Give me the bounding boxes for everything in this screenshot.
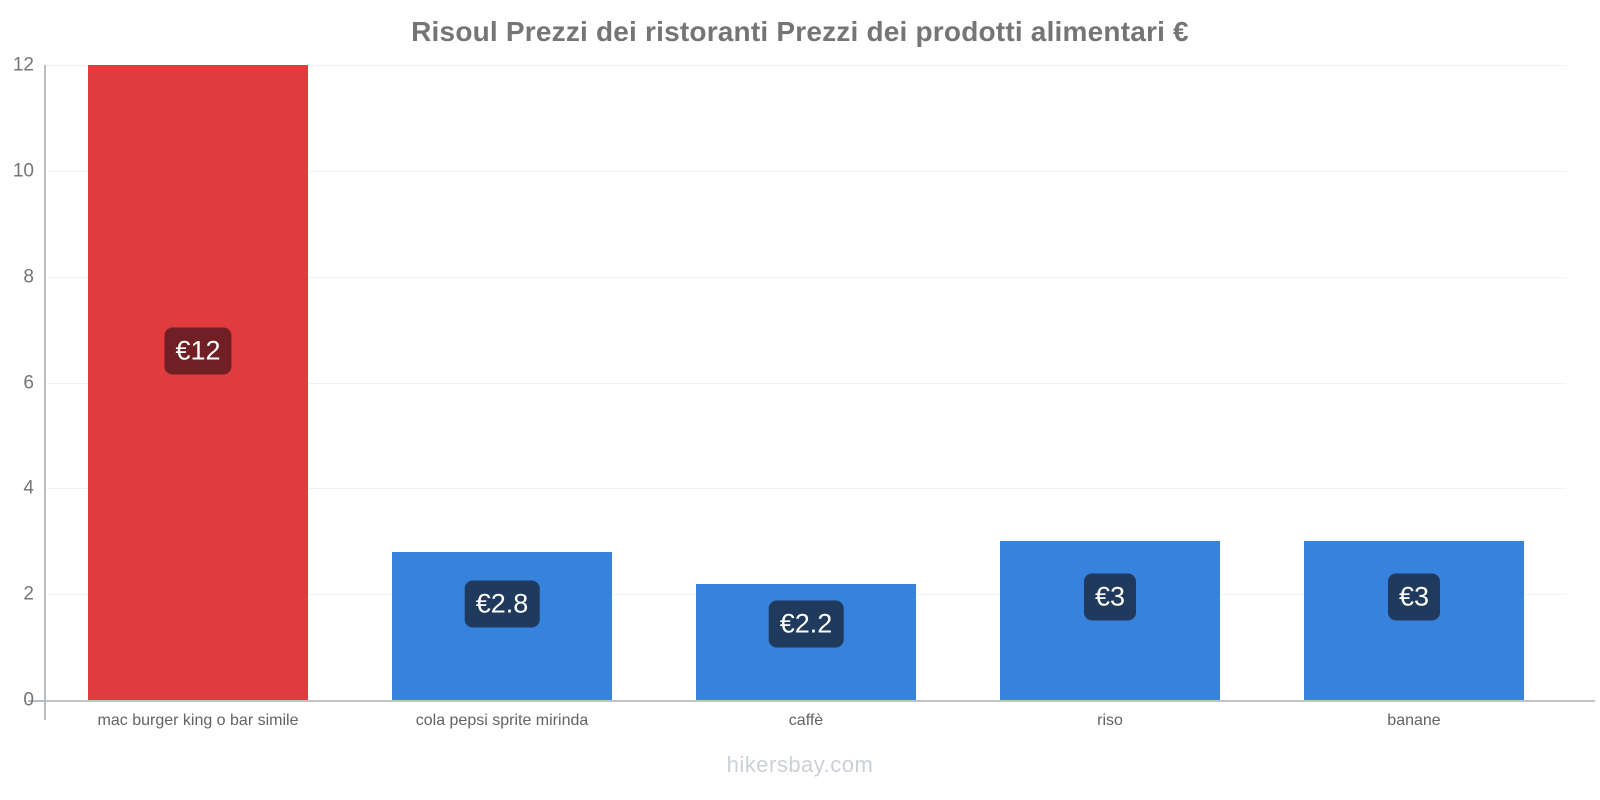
chart-title: Risoul Prezzi dei ristoranti Prezzi dei … bbox=[411, 16, 1189, 47]
bar[interactable]: €3 bbox=[1304, 541, 1524, 700]
bars-layer: €12 €2.8 €2.2 €3 €3 bbox=[46, 65, 1566, 700]
bar[interactable]: €2.2 bbox=[696, 583, 916, 700]
y-axis-tick-label: 8 bbox=[23, 266, 34, 288]
y-axis-tick-label: 2 bbox=[23, 583, 34, 605]
x-axis-label: riso bbox=[1097, 712, 1123, 729]
bar-slot: €12 bbox=[46, 65, 350, 700]
bar-value-label: €3 bbox=[1083, 573, 1137, 621]
y-axis-tick-label: 10 bbox=[12, 160, 34, 182]
bar-value-label: €2.8 bbox=[464, 580, 540, 628]
gridline bbox=[46, 488, 1566, 490]
x-axis-label: cola pepsi sprite mirinda bbox=[415, 712, 589, 729]
bar-slot: €3 bbox=[1262, 65, 1566, 700]
x-axis-label: mac burger king o bar simile bbox=[97, 712, 299, 729]
y-axis-tick-label: 0 bbox=[23, 689, 34, 711]
bar-value-label: €3 bbox=[1387, 573, 1441, 621]
x-axis-label: banane bbox=[1387, 712, 1441, 729]
bar-slot: €2.8 bbox=[350, 65, 654, 700]
gridline bbox=[46, 170, 1566, 172]
bar-slot: €2.2 bbox=[654, 65, 958, 700]
watermark-text: hikersbay.com bbox=[726, 752, 874, 777]
y-axis-zero-tick bbox=[28, 700, 46, 702]
bar-slot: €3 bbox=[958, 65, 1262, 700]
y-axis-tick-label: 12 bbox=[12, 54, 34, 76]
plot-area: 0 2 4 6 8 10 12 €12 €2.8 €2.2 €3 €3 bbox=[13, 56, 1595, 720]
bar-value-label: €12 bbox=[164, 327, 232, 375]
x-axis-labels: mac burger king o bar simile cola pepsi s… bbox=[46, 712, 1566, 730]
gridline bbox=[46, 382, 1566, 384]
x-axis-line bbox=[46, 700, 1595, 702]
gridline bbox=[46, 276, 1566, 278]
x-axis-label: caffè bbox=[788, 712, 824, 729]
bar[interactable]: €3 bbox=[1000, 541, 1220, 700]
y-axis-line bbox=[44, 65, 46, 720]
bar-value-label: €2.2 bbox=[768, 600, 844, 648]
y-axis-tick-label: 6 bbox=[23, 372, 34, 393]
gridline bbox=[46, 65, 1566, 66]
bar[interactable]: €12 bbox=[88, 65, 308, 700]
y-axis-tick-label: 4 bbox=[23, 477, 34, 499]
bar[interactable]: €2.8 bbox=[392, 551, 612, 700]
